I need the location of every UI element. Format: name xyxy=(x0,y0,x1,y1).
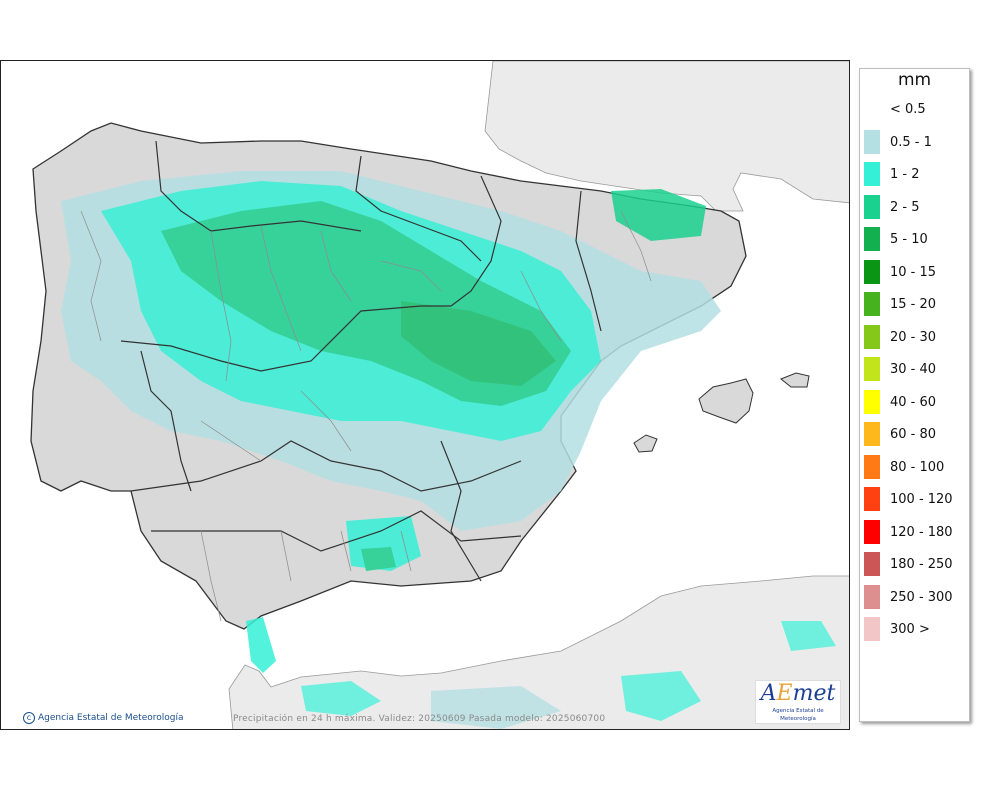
france-land xyxy=(484,61,849,212)
legend-label: 80 - 100 xyxy=(890,459,945,475)
legend-swatch xyxy=(864,454,880,479)
legend-label: 180 - 250 xyxy=(890,557,953,572)
legend-swatch xyxy=(864,292,880,316)
legend-label: 2 - 5 xyxy=(890,199,920,215)
legend-label: 120 - 180 xyxy=(890,524,953,540)
legend-row: 60 - 80 xyxy=(864,422,968,446)
legend-row: 30 - 40 xyxy=(864,357,968,381)
legend-swatch xyxy=(864,194,880,219)
legend-row: 15 - 20 xyxy=(864,292,968,316)
legend-swatch xyxy=(864,324,880,349)
legend-label: 100 - 120 xyxy=(890,492,953,507)
legend-label: 20 - 30 xyxy=(890,329,937,345)
precipitation-map: c Agencia Estatal de Meteorología Precip… xyxy=(0,60,850,730)
map-caption: Precipitación en 24 h máxima. Validez: 2… xyxy=(233,714,606,724)
legend-swatch xyxy=(864,552,880,576)
province-borders xyxy=(80,210,652,622)
legend-label: 5 - 10 xyxy=(890,232,928,247)
legend-row: 2 - 5 xyxy=(864,194,968,219)
menorca xyxy=(780,372,810,388)
legend-row: 80 - 100 xyxy=(864,454,968,479)
legend-swatch xyxy=(864,389,880,414)
legend-label: 60 - 80 xyxy=(890,427,937,442)
mallorca xyxy=(698,378,754,424)
legend-label: 40 - 60 xyxy=(890,394,937,410)
copyright-text: Agencia Estatal de Meteorología xyxy=(38,713,184,723)
map-canvas xyxy=(30,61,849,729)
legend-label: 10 - 15 xyxy=(890,264,937,280)
legend-swatch xyxy=(864,487,880,511)
precipitation-legend: mm < 0.5 0.5 - 1 1 - 2 2 - 5 5 - 10 10 - 15 15… xyxy=(859,68,970,722)
legend-swatch xyxy=(864,617,880,641)
legend-row: 250 - 300 xyxy=(864,584,968,609)
legend-swatch xyxy=(864,422,880,446)
copyright-icon: c xyxy=(23,712,35,724)
legend-swatch xyxy=(864,259,880,284)
aemet-logo-mark: AEmet xyxy=(760,681,836,706)
aemet-logo: AEmet Agencia Estatal de Meteorología xyxy=(755,680,841,724)
legend-label: < 0.5 xyxy=(890,102,926,117)
legend-row: 0.5 - 1 xyxy=(864,129,968,154)
legend-row: 1 - 2 xyxy=(864,162,968,186)
ibiza xyxy=(633,434,658,453)
legend-swatch xyxy=(864,357,880,381)
legend-label: 1 - 2 xyxy=(890,167,920,182)
legend-label: 300 > xyxy=(890,622,930,637)
legend-row: 120 - 180 xyxy=(864,519,968,544)
precip-layer xyxy=(61,171,836,729)
legend-swatch xyxy=(864,227,880,251)
legend-row: 10 - 15 xyxy=(864,259,968,284)
legend-row: 100 - 120 xyxy=(864,487,968,511)
legend-label: 30 - 40 xyxy=(890,362,937,377)
legend-label: 15 - 20 xyxy=(890,297,937,312)
legend-row: 40 - 60 xyxy=(864,389,968,414)
copyright-notice: c Agencia Estatal de Meteorología xyxy=(23,712,184,724)
legend-row: 20 - 30 xyxy=(864,324,968,349)
legend-row: 180 - 250 xyxy=(864,552,968,576)
legend-swatch xyxy=(864,584,880,609)
legend-row: < 0.5 xyxy=(864,97,968,121)
legend-unit: mm xyxy=(897,70,932,90)
legend-swatch xyxy=(864,519,880,544)
legend-row: 300 > xyxy=(864,617,968,641)
legend-label: 0.5 - 1 xyxy=(890,134,932,150)
legend-row: 5 - 10 xyxy=(864,227,968,251)
aemet-logo-subtitle: Agencia Estatal de Meteorología xyxy=(772,708,824,722)
legend-swatch xyxy=(864,162,880,186)
legend-label: 250 - 300 xyxy=(890,589,953,605)
legend-swatch xyxy=(864,129,880,154)
